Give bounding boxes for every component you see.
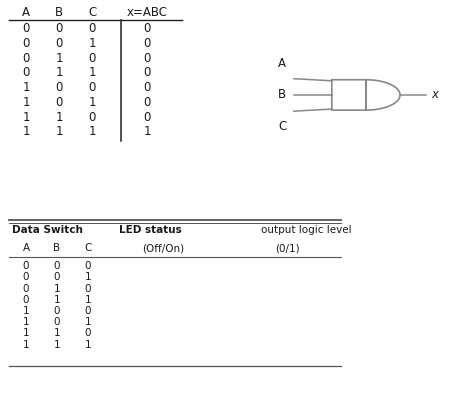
Text: 1: 1 <box>84 295 91 305</box>
Text: 0: 0 <box>89 111 96 123</box>
Text: 1: 1 <box>23 339 29 350</box>
Text: 0: 0 <box>143 111 151 123</box>
Text: x=ABC: x=ABC <box>127 6 167 19</box>
Text: 1: 1 <box>55 111 63 123</box>
Text: 0: 0 <box>22 66 30 79</box>
Text: 1: 1 <box>23 306 29 316</box>
Text: 1: 1 <box>54 328 60 338</box>
Text: 0: 0 <box>84 283 91 294</box>
Text: B: B <box>278 88 286 101</box>
Text: A: A <box>278 57 286 70</box>
Text: C: C <box>88 6 97 19</box>
Text: (Off/On): (Off/On) <box>142 243 184 254</box>
Text: 0: 0 <box>89 51 96 64</box>
Text: 0: 0 <box>54 306 60 316</box>
Text: 0: 0 <box>55 81 63 94</box>
Text: LED status: LED status <box>118 224 181 235</box>
Text: 1: 1 <box>89 125 96 139</box>
Text: 1: 1 <box>22 125 30 139</box>
Text: B: B <box>53 243 61 254</box>
Text: 1: 1 <box>143 125 151 139</box>
Text: 0: 0 <box>23 283 29 294</box>
Text: 0: 0 <box>143 37 151 50</box>
Text: 1: 1 <box>84 317 91 327</box>
Text: 0: 0 <box>54 261 60 271</box>
Text: 0: 0 <box>23 295 29 305</box>
Text: 0: 0 <box>22 51 30 64</box>
Text: 0: 0 <box>143 51 151 64</box>
Text: 1: 1 <box>22 111 30 123</box>
Text: 0: 0 <box>143 66 151 79</box>
Text: 0: 0 <box>89 81 96 94</box>
Text: 1: 1 <box>55 51 63 64</box>
Text: 0: 0 <box>55 37 63 50</box>
Text: 0: 0 <box>84 306 91 316</box>
Text: 1: 1 <box>22 96 30 109</box>
Text: B: B <box>55 6 64 19</box>
Text: 0: 0 <box>84 328 91 338</box>
Text: A: A <box>22 6 30 19</box>
Text: 1: 1 <box>22 81 30 94</box>
Text: 0: 0 <box>55 96 63 109</box>
Text: 1: 1 <box>89 37 96 50</box>
Text: 1: 1 <box>54 283 60 294</box>
Text: 1: 1 <box>55 66 63 79</box>
Text: x: x <box>431 88 438 101</box>
Text: 1: 1 <box>89 96 96 109</box>
Text: 1: 1 <box>23 317 29 327</box>
Text: 1: 1 <box>84 272 91 282</box>
Text: 0: 0 <box>143 81 151 94</box>
Text: 1: 1 <box>84 339 91 350</box>
Text: 1: 1 <box>54 295 60 305</box>
Text: output logic level: output logic level <box>261 224 351 235</box>
Text: 0: 0 <box>54 272 60 282</box>
Text: 0: 0 <box>23 272 29 282</box>
Text: 1: 1 <box>23 328 29 338</box>
Text: 1: 1 <box>89 66 96 79</box>
Text: 0: 0 <box>143 22 151 35</box>
Text: Data Switch: Data Switch <box>12 224 83 235</box>
Text: 0: 0 <box>84 261 91 271</box>
Text: (0/1): (0/1) <box>275 243 300 254</box>
Text: C: C <box>278 120 286 133</box>
Text: 0: 0 <box>55 22 63 35</box>
Text: 0: 0 <box>143 96 151 109</box>
Text: 0: 0 <box>22 22 30 35</box>
Text: 1: 1 <box>54 339 60 350</box>
Text: 0: 0 <box>54 317 60 327</box>
Text: A: A <box>22 243 30 254</box>
Text: 0: 0 <box>22 37 30 50</box>
Text: C: C <box>84 243 91 254</box>
Polygon shape <box>332 80 400 110</box>
Text: 0: 0 <box>23 261 29 271</box>
Text: 1: 1 <box>55 125 63 139</box>
Text: 0: 0 <box>89 22 96 35</box>
